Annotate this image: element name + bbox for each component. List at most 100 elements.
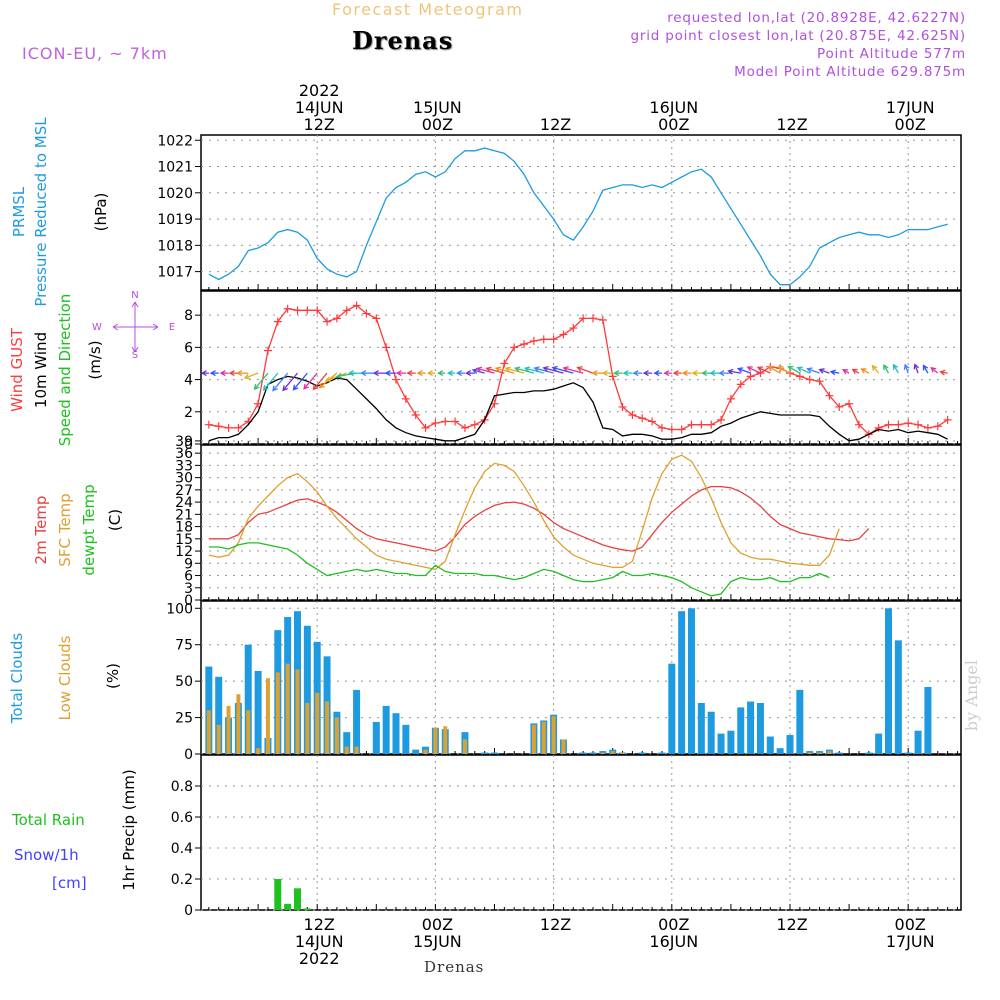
wind-arrow-head xyxy=(562,366,569,372)
wind-unit: (m/s) xyxy=(86,340,104,379)
gust-marker xyxy=(746,372,755,381)
gust-marker xyxy=(648,417,657,426)
wind-arrow-head xyxy=(787,365,794,372)
low-cloud-bar xyxy=(827,751,832,754)
wind-arrow-head xyxy=(767,365,774,372)
gust-marker xyxy=(362,309,371,318)
low-cloud-bar xyxy=(344,746,349,754)
wind-arrow-head xyxy=(200,370,207,377)
dewpt-label: dewpt Temp xyxy=(80,484,98,575)
wind-arrow-head xyxy=(324,376,332,383)
total-cloud-bar xyxy=(914,730,922,754)
wind-arrow-head xyxy=(243,373,250,380)
y-tick-label: 15 xyxy=(175,532,193,548)
gust-marker xyxy=(657,423,666,432)
y-tick-label: 25 xyxy=(175,711,193,727)
low-cloud-bar xyxy=(226,705,231,754)
y-tick-label: 0.8 xyxy=(171,779,193,795)
wind-arrow-head xyxy=(691,370,698,377)
wind-arrow-head xyxy=(913,363,920,370)
wind-10m-label: 10m Wind xyxy=(32,332,50,408)
y-tick-label: 1018 xyxy=(157,238,193,254)
wind-arrow xyxy=(830,371,840,374)
rain-bar xyxy=(303,908,311,910)
low-cloud-bar xyxy=(600,752,605,754)
gust-marker xyxy=(835,402,844,411)
wind-arrow-head xyxy=(601,370,608,377)
time-label-bottom: 12Z xyxy=(304,915,335,934)
y-tick-label: 6 xyxy=(184,340,193,356)
gust-marker xyxy=(520,340,529,349)
gust-marker xyxy=(697,420,706,429)
total-cloud-bar xyxy=(688,608,695,754)
gust-marker xyxy=(589,314,597,323)
gust-marker xyxy=(923,423,932,432)
time-label-top: 16JUN xyxy=(649,98,698,117)
gust-marker xyxy=(352,301,361,310)
wind-arrow xyxy=(922,365,929,374)
wind-arrow xyxy=(486,367,505,374)
wind-arrow-head xyxy=(384,370,391,377)
time-label-bottom: 16JUN xyxy=(649,932,698,951)
wind-arrow xyxy=(244,372,259,379)
gust-marker xyxy=(845,399,854,408)
compass-s: S xyxy=(132,350,138,361)
total-cloud-bar xyxy=(491,752,498,754)
wind-arrow xyxy=(303,372,318,390)
time-label-top: 15JUN xyxy=(413,98,462,117)
gust-marker xyxy=(786,369,794,378)
wind-arrow-head xyxy=(437,370,444,377)
time-label-top: 12Z xyxy=(540,115,571,134)
gust-marker xyxy=(539,335,548,344)
temp-unit: (C) xyxy=(106,509,124,531)
total-cloud-bar xyxy=(796,689,804,754)
wind-arrow-head xyxy=(272,385,278,392)
wind-arrow-head xyxy=(727,368,734,375)
wind-arrow-head xyxy=(903,363,910,370)
panel-frame xyxy=(200,444,962,601)
y-tick-label: 0 xyxy=(184,593,193,609)
wind-arrow-head xyxy=(701,370,708,377)
gust-marker xyxy=(510,343,519,352)
time-label-top: 14JUN xyxy=(295,98,344,117)
low-cloud-bar xyxy=(354,746,359,754)
station-title: Drenas xyxy=(352,26,454,55)
wind-arrow-head xyxy=(372,370,379,377)
total-clouds-label: Total Clouds xyxy=(8,633,26,725)
gust-marker xyxy=(273,317,282,326)
rain-bar xyxy=(294,888,301,910)
wind-arrow-head xyxy=(591,370,598,377)
low-cloud-bar xyxy=(423,749,428,754)
requested-coords: requested lon,lat (20.8928E, 42.6227N) xyxy=(667,10,966,26)
low-cloud-bar xyxy=(256,748,261,754)
total-cloud-bar xyxy=(678,611,686,754)
temp2m-line xyxy=(208,485,870,552)
low-cloud-bar xyxy=(236,694,241,754)
low-cloud-bar xyxy=(531,724,536,754)
wind-arrow-head xyxy=(282,385,288,392)
temp2m-label: 2m Temp xyxy=(32,496,50,565)
wind-arrow xyxy=(904,364,909,374)
wind-arrow-head xyxy=(777,365,784,372)
wind-arrow-head xyxy=(335,372,343,379)
y-tick-label: 0 xyxy=(184,747,193,763)
gust-marker xyxy=(224,423,233,432)
wind-arrow xyxy=(254,372,269,390)
y-tick-label: 6 xyxy=(184,569,193,585)
wind-arrow-head xyxy=(709,370,716,377)
gust-marker xyxy=(323,317,332,326)
gust-marker xyxy=(460,423,469,432)
wind-arrow-head xyxy=(681,370,688,377)
total-cloud-bar xyxy=(303,625,311,754)
gust-marker xyxy=(717,415,726,424)
wind-arrow-head xyxy=(746,366,753,372)
time-label-top: 12Z xyxy=(776,115,807,134)
wind-arrow-head xyxy=(613,370,620,377)
gust-marker xyxy=(332,314,341,323)
dewpt-line xyxy=(208,542,830,597)
total-cloud-bar xyxy=(727,730,735,754)
gust-marker xyxy=(451,417,460,426)
pressure-unit: (hPa) xyxy=(92,193,110,232)
y-tick-label: 27 xyxy=(175,483,193,499)
low-cloud-bar xyxy=(246,710,251,754)
